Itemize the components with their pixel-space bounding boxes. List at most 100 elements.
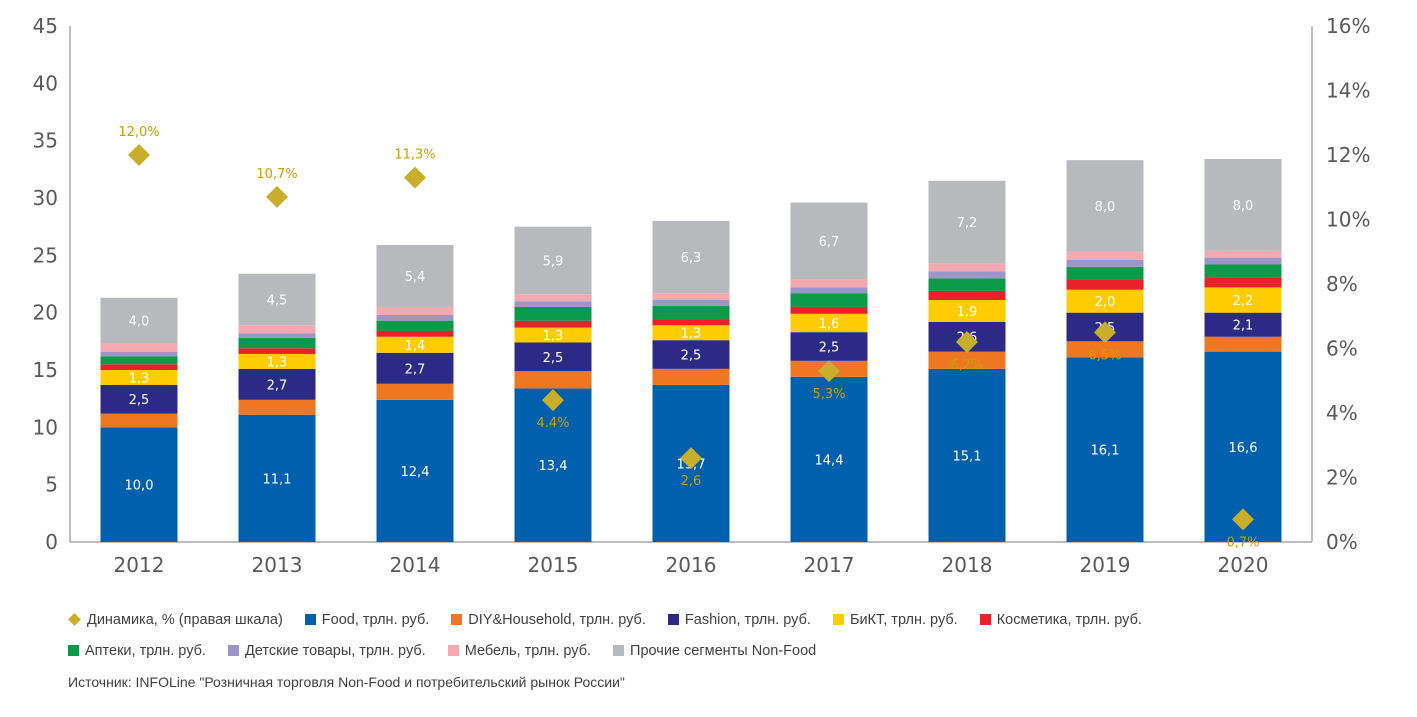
bar-segment [790,293,868,307]
bar-segment [100,384,178,414]
y-right-tick-label: 8% [1326,272,1358,296]
bar-value-label: 13,4 [539,459,568,474]
bar-segment [376,399,454,542]
x-tick-label: 2012 [114,553,165,577]
bar-value-label: 2,1 [1233,319,1254,334]
bar-segment [928,368,1006,542]
stacked-bar-chart: 0 5 10 15 20 25 30 35 40 45 0% 2% 4% 6% 8% 10% 12% 14% 16%… [33,14,1371,577]
bar-segment [514,327,592,343]
bar-segment [238,325,316,334]
legend-swatch-pharmacy [68,645,79,656]
x-tick-label: 2014 [390,553,441,577]
dynamics-marker [1232,508,1254,531]
legend-label-food: Food, трлн. руб. [321,611,430,628]
legend-swatch-fashion [667,614,679,625]
bar-segment [238,273,316,326]
legend-label-diy: DIY&Household, трлн. руб. [468,611,646,628]
bar-segment [1204,336,1282,352]
y-right-tick-label: 6% [1326,337,1358,361]
bar-segment [652,340,730,369]
legend-item-furniture: Мебель, трлн. руб. [447,642,592,659]
y-right-tick-label: 4% [1326,401,1358,425]
legend-item-pharmacy: Аптеки, трлн. руб. [68,643,206,659]
bar-segment [376,352,454,384]
bar-segment [238,399,316,415]
bar-segment [238,337,316,349]
dynamics-label: 4.4% [536,416,569,431]
bar-segment [790,306,868,314]
bar-segment [1066,266,1144,280]
legend-item-dynamics: Динамика, % (правая шкала) [68,612,283,628]
bar-segment [1204,277,1282,288]
bar-value-label: 16,1 [1091,444,1120,459]
bar-segment [652,368,730,385]
bar-segment [790,376,868,542]
bar-segment [514,294,592,302]
dynamics-marker [542,389,564,412]
bar-segment [1066,357,1144,542]
y-left-tick-label: 0 [45,530,58,554]
dynamics-marker [404,166,426,189]
bar-value-label: 6,7 [819,235,840,250]
bar-segment [652,293,730,301]
bar-segment [790,313,868,333]
bar-segment [100,297,178,344]
bar-value-label: 2,5 [819,340,840,355]
bar-value-label: 7,2 [957,216,978,231]
bar-segment [376,331,454,337]
bar-segment [1066,251,1144,260]
bar-value-label: 2,0 [1095,295,1116,310]
legend-label-furniture: Мебель, трлн. руб. [464,642,592,659]
legend-swatch-diy [451,614,463,625]
bar-segment [790,279,868,288]
bar-value-label: 10,0 [125,479,154,494]
legend-swatch-bikt [832,614,844,625]
dynamics-marker [1094,321,1116,344]
x-tick-label: 2017 [804,553,855,577]
bar-segment [238,348,316,354]
bar-value-label: 5,9 [543,254,564,269]
bar-segment [376,306,454,315]
bar-segment [514,301,592,307]
bar-segment [1066,259,1144,267]
bar-value-label: 2,5 [129,393,150,408]
bar-segment [514,226,592,295]
bar-value-label: 1,3 [267,355,288,370]
bar-value-label: 2,7 [405,362,426,377]
bar-segment [100,364,178,370]
bar-value-label: 14,4 [815,453,844,468]
bar-segment [376,320,454,332]
bar-value-label: 1,3 [681,327,702,342]
legend-label-fashion: Fashion, трлн. руб. [684,611,811,628]
y-right-tick-label: 14% [1326,79,1370,103]
bar-value-label: 1,9 [957,305,978,320]
bar-segment [1204,264,1282,278]
bar-segment [790,202,868,280]
y-right-tick-label: 16% [1326,14,1370,38]
legend-label-other: Прочие сегменты Non-Food [630,642,817,659]
bar-segment [1204,159,1282,251]
dynamics-label: 2,6 [681,474,702,489]
y-right-tick-label: 10% [1326,208,1370,232]
bar-value-label: 1,4 [405,339,426,354]
y-left-tick-label: 40 [33,71,58,95]
x-tick-label: 2013 [252,553,303,577]
legend: Динамика, % (правая шкала) Food, трлн. р… [68,604,1398,666]
bar-segment [376,245,454,307]
bar-segment [928,351,1006,369]
bar-value-label: 2,5 [543,351,564,366]
bar-value-label: 8,0 [1095,200,1116,215]
dynamics-label: 6,5% [1088,348,1121,363]
dynamics-label: 12,0% [118,125,159,140]
bar-value-label: 2,2 [1233,294,1254,309]
bar-segment [928,271,1006,279]
bar-value-label: 2,7 [267,378,288,393]
bar-segment [514,371,592,389]
bar-segment [100,343,178,352]
bar-segment [238,414,316,542]
bar-segment [1066,160,1144,252]
legend-label-cosmetics: Косметика, трлн. руб. [996,611,1142,628]
dynamics-label: 6,2% [950,358,983,373]
source-note: Источник: INFOLine "Розничная торговля N… [68,674,625,690]
bar-segment [1066,341,1144,358]
